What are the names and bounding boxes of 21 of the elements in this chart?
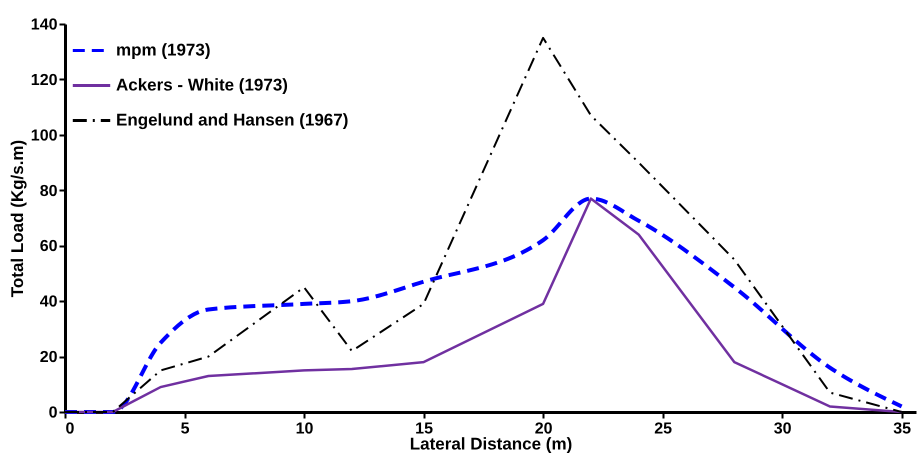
y-tick-label: 100 xyxy=(30,127,58,144)
y-tick-label: 140 xyxy=(30,16,58,34)
y-tick-label: 120 xyxy=(30,72,58,89)
x-tick-label: 25 xyxy=(654,420,672,438)
x-tick-label: 10 xyxy=(296,420,314,438)
y-tick-label: 60 xyxy=(40,238,58,256)
x-tick-label: 0 xyxy=(66,420,74,438)
x-tick-label: 20 xyxy=(534,420,553,438)
x-tick-label: 5 xyxy=(180,420,190,438)
x-tick-label: 35 xyxy=(893,420,912,438)
x-tick-label: 15 xyxy=(415,420,434,438)
x-tick-label: 30 xyxy=(774,420,792,438)
legend-label: Ackers - White (1973) xyxy=(116,76,288,94)
x-axis-title: Lateral Distance (m) xyxy=(410,434,572,454)
y-tick-label: 0 xyxy=(48,404,58,422)
y-tick-label: 20 xyxy=(40,349,58,366)
y-tick-label: 80 xyxy=(40,182,58,200)
legend-label: Engelund and Hansen (1967) xyxy=(116,110,348,130)
legend-label: mpm (1973) xyxy=(116,40,210,60)
y-tick-label: 40 xyxy=(40,294,58,311)
y-axis-title: Total Load (Kg/s.m) xyxy=(8,140,27,298)
